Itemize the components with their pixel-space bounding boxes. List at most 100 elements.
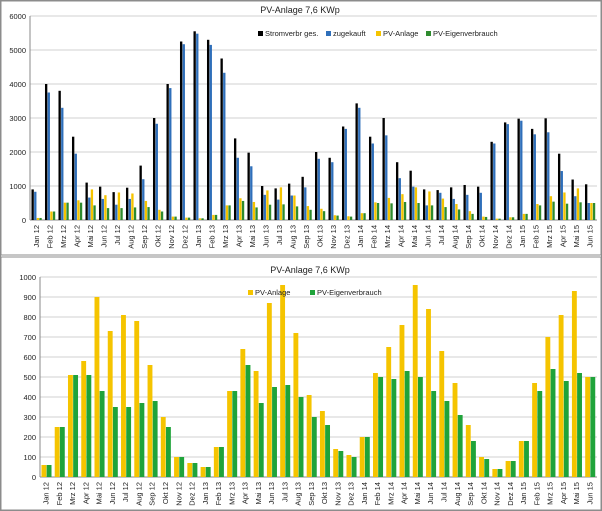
x-tick-label: Nov 13 [329,225,338,249]
y-tick-label: 5000 [9,46,26,55]
bar-pv-eigenverbrauch [232,391,238,477]
x-tick-label: Nov 13 [333,482,342,506]
bar-pv-anlage [333,215,337,220]
bar-pv-eigenverbrauch [403,201,407,220]
x-tick-label: Jun 12 [108,482,117,505]
bar-stromverbr-ges- [112,192,115,220]
bar-pv-anlage [279,187,283,220]
bar-pv-eigenverbrauch [391,379,397,477]
bar-pv-eigenverbrauch [417,203,420,220]
bar-pv-anlage [320,208,323,220]
bar-stromverbr-ges- [125,187,129,220]
x-tick-label: Dez 12 [188,482,197,506]
bar-pv-eigenverbrauch [484,459,490,477]
bar-zugekauft [34,191,37,220]
bar-pv-eigenverbrauch [563,381,569,477]
bar-pv-anlage [131,193,134,220]
bar-pv-anlage [590,203,593,220]
bar-zugekauft [223,72,226,220]
y-tick-label: 4000 [9,80,26,89]
x-tick-label: Mrz 12 [59,225,68,248]
bar-pv-anlage [50,211,53,220]
x-tick-label: Nov 14 [493,482,502,506]
bar-pv-eigenverbrauch [187,217,191,220]
legend-swatch [248,290,253,295]
bar-zugekauft [250,166,253,220]
bar-zugekauft [61,107,64,220]
bar-stromverbr-ges- [314,152,318,220]
x-tick-label: Aug 14 [453,482,462,506]
bar-pv-anlage [387,197,391,220]
x-tick-label: Okt 13 [315,225,324,247]
bar-pv-eigenverbrauch [272,387,277,477]
x-tick-label: Mrz 15 [546,482,555,505]
bar-pv-anlage [545,337,551,477]
bar-pv-eigenverbrauch [471,441,476,477]
chart-bottom-title: PV-Anlage 7,6 KWp [270,265,350,275]
bar-pv-anlage [412,285,418,477]
bar-zugekauft [263,194,266,220]
bar-pv-eigenverbrauch [205,467,211,477]
x-tick-label: Dez 12 [180,225,189,249]
bar-pv-eigenverbrauch [66,202,69,220]
bar-zugekauft [101,198,104,220]
bar-pv-eigenverbrauch [73,375,79,477]
bar-pv-anlage [212,214,215,220]
x-tick-label: Feb 14 [373,482,382,505]
x-tick-label: Jun 15 [585,482,594,505]
bar-pv-anlage [492,469,498,477]
bar-stromverbr-ges- [31,189,34,220]
bar-zugekauft [88,197,91,220]
bar-pv-anlage [77,200,80,220]
bar-pv-anlage [563,192,566,220]
bar-pv-anlage [293,333,299,477]
bar-pv-eigenverbrauch [471,213,474,220]
bar-stromverbr-ges- [301,176,304,220]
bar-pv-eigenverbrauch [245,365,251,477]
x-tick-label: Mai 12 [86,225,95,248]
bar-pv-eigenverbrauch [86,375,92,477]
bar-pv-anlage [144,200,148,220]
bar-pv-eigenverbrauch [311,417,317,477]
bar-stromverbr-ges- [193,31,196,220]
x-tick-label: Mrz 12 [68,482,77,505]
x-tick-label: Okt 12 [161,482,170,504]
x-tick-label: Apr 13 [234,225,243,247]
x-tick-label: Mai 14 [413,482,422,505]
bar-stromverbr-ges- [44,84,48,220]
x-tick-label: Aug 13 [288,225,297,249]
bar-zugekauft [493,143,496,220]
bar-pv-eigenverbrauch [179,457,185,477]
bar-zugekauft [466,194,469,220]
bar-stromverbr-ges- [490,141,493,220]
bar-pv-eigenverbrauch [351,457,357,477]
legend-label: PV-Eigenverbrauch [433,29,498,38]
bar-pv-eigenverbrauch [552,201,555,220]
x-tick-label: Aug 12 [126,225,135,249]
x-tick-label: Dez 14 [506,482,515,506]
bar-pv-eigenverbrauch [126,407,132,477]
bar-pv-eigenverbrauch [268,204,272,220]
x-tick-label: Dez 13 [347,482,356,506]
x-tick-label: Apr 13 [241,482,250,504]
legend-swatch [376,31,381,36]
bar-pv-eigenverbrauch [93,205,96,220]
bar-pv-anlage [225,205,229,220]
bar-pv-eigenverbrauch [147,207,150,220]
x-tick-label: Nov 14 [491,225,500,249]
y-tick-label: 400 [23,393,36,402]
bar-zugekauft [533,134,536,220]
bar-pv-anlage [239,198,242,220]
bar-pv-anlage [360,213,364,220]
bar-pv-anlage [414,187,418,220]
bar-pv-eigenverbrauch [325,425,331,477]
bar-pv-anlage [185,217,188,220]
x-tick-label: Jan 13 [194,225,203,248]
bar-pv-eigenverbrauch [363,213,366,220]
x-tick-label: Jan 15 [518,225,527,248]
bar-pv-eigenverbrauch [510,461,516,477]
legend-label: Stromverbr ges. [265,29,318,38]
bar-pv-eigenverbrauch [228,205,231,220]
bar-zugekauft [506,124,509,220]
x-tick-label: Okt 12 [153,225,162,247]
